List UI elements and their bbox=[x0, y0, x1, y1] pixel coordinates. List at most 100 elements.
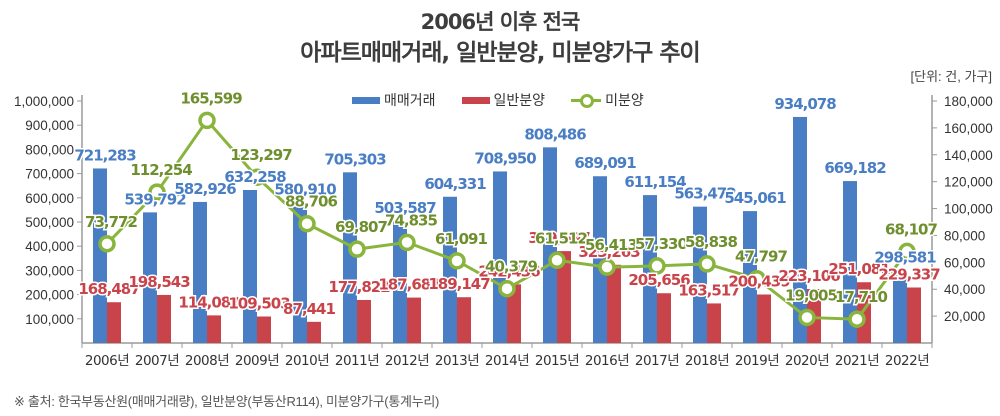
data-label-presale: 198,543 bbox=[128, 273, 190, 291]
point-unsold bbox=[898, 242, 916, 261]
data-label-presale: 189,147 bbox=[428, 275, 490, 293]
point-unsold bbox=[498, 279, 516, 298]
x-axis-tick-label: 2021년 bbox=[835, 353, 879, 369]
bar-sales bbox=[693, 206, 707, 343]
left-axis-tick-label: 1,000,000 bbox=[14, 94, 74, 109]
x-axis-tick-label: 2008년 bbox=[185, 353, 229, 369]
x-axis-tick-label: 2015년 bbox=[535, 353, 579, 369]
data-label-unsold: 40,379 bbox=[485, 258, 537, 276]
data-label-presale: 109,503 bbox=[228, 295, 290, 313]
legend-item-sales: 매매거래 bbox=[352, 90, 436, 110]
bar-presale bbox=[257, 316, 271, 343]
right-axis-tick-label: 80,000 bbox=[944, 228, 985, 243]
bar-presale bbox=[607, 264, 621, 343]
x-axis-tick-label: 2006년 bbox=[85, 353, 129, 369]
point-unsold bbox=[648, 257, 666, 275]
data-label-unsold: 123,297 bbox=[230, 146, 292, 164]
data-label-sales: 808,486 bbox=[524, 125, 586, 143]
bar-sales bbox=[893, 270, 907, 343]
data-label-presale: 379,697 bbox=[528, 229, 590, 247]
data-label-unsold: 61,091 bbox=[435, 230, 487, 248]
bar-sales bbox=[593, 176, 607, 343]
unit-label: [단위: 건, 가구] bbox=[910, 69, 992, 84]
bar-presale bbox=[307, 321, 321, 343]
point-unsold bbox=[548, 251, 566, 270]
bar-presale bbox=[657, 293, 671, 343]
chart-title-line1: 2006년 이후 전국 bbox=[420, 10, 581, 34]
x-axis-tick-label: 2011년 bbox=[335, 353, 379, 369]
bar-presale bbox=[207, 315, 221, 343]
data-label-unsold: 112,254 bbox=[130, 161, 192, 179]
x-axis-tick-label: 2007년 bbox=[135, 353, 179, 369]
data-label-unsold: 69,807 bbox=[335, 218, 387, 236]
x-axis-tick-label: 2017년 bbox=[635, 353, 679, 369]
data-label-unsold: 17,710 bbox=[835, 288, 887, 306]
bar-sales bbox=[193, 201, 207, 343]
bar-presale bbox=[757, 294, 771, 343]
bar-presale bbox=[557, 251, 571, 343]
left-axis-tick-label: 800,000 bbox=[25, 142, 74, 157]
data-label-unsold: 56,413 bbox=[585, 236, 637, 254]
bar-sales bbox=[143, 212, 157, 343]
data-label-presale: 177,822 bbox=[328, 278, 390, 296]
data-label-presale: 323,263 bbox=[578, 243, 640, 261]
left-axis-tick-label: 300,000 bbox=[25, 263, 74, 278]
point-unsold bbox=[298, 214, 316, 233]
bar-sales bbox=[543, 147, 557, 343]
data-label-presale: 187,683 bbox=[378, 276, 440, 294]
bar-presale bbox=[707, 303, 721, 343]
point-unsold bbox=[98, 235, 116, 253]
data-label-sales: 563,472 bbox=[674, 185, 736, 203]
point-unsold bbox=[748, 269, 766, 288]
right-axis-tick-label: 180,000 bbox=[944, 94, 993, 109]
legend-swatch-presale bbox=[461, 96, 490, 104]
left-axis-tick-label: 500,000 bbox=[25, 215, 74, 230]
bar-sales bbox=[243, 189, 257, 343]
legend-label-presale: 일반분양 bbox=[493, 92, 546, 108]
bar-sales bbox=[793, 116, 807, 343]
data-label-sales: 298,581 bbox=[874, 249, 936, 267]
bar-presale bbox=[357, 299, 371, 343]
x-axis-tick-label: 2010년 bbox=[285, 353, 329, 369]
bar-presale bbox=[457, 297, 471, 343]
data-label-presale: 205,656 bbox=[628, 271, 690, 289]
data-label-presale: 168,487 bbox=[78, 280, 140, 298]
data-label-presale: 251,081 bbox=[828, 260, 890, 278]
right-axis-tick-label: 120,000 bbox=[944, 175, 993, 190]
right-axis-tick-label: 140,000 bbox=[944, 148, 993, 163]
data-label-sales: 721,283 bbox=[74, 146, 136, 164]
bar-presale bbox=[107, 302, 121, 343]
data-label-presale: 242,436 bbox=[478, 262, 540, 280]
point-unsold bbox=[198, 111, 216, 130]
left-axis-tick-label: 900,000 bbox=[25, 118, 74, 133]
bar-sales bbox=[93, 168, 107, 343]
bar-sales bbox=[293, 202, 307, 343]
x-axis-tick-label: 2009년 bbox=[235, 353, 279, 369]
x-axis-tick-label: 2013년 bbox=[435, 353, 479, 369]
data-label-presale: 200,439 bbox=[728, 272, 790, 290]
data-label-unsold: 74,835 bbox=[385, 211, 437, 229]
right-axis-tick-label: 20,000 bbox=[944, 309, 985, 324]
point-unsold bbox=[398, 233, 416, 252]
bar-sales bbox=[493, 171, 507, 343]
data-label-presale: 229,337 bbox=[878, 266, 940, 284]
right-axis-tick-label: 40,000 bbox=[944, 282, 985, 297]
legend: 매매거래 일반분양 미분양 bbox=[352, 90, 644, 110]
x-axis-tick-label: 2016년 bbox=[585, 353, 629, 369]
point-unsold bbox=[798, 308, 816, 327]
bar-presale bbox=[507, 284, 521, 343]
bar-presale bbox=[157, 294, 171, 343]
x-axis-tick-label: 2022년 bbox=[885, 353, 929, 369]
point-unsold bbox=[348, 240, 366, 258]
data-label-sales: 632,258 bbox=[224, 168, 286, 186]
x-axis-tick-label: 2019년 bbox=[735, 353, 779, 369]
x-axis-tick-label: 2014년 bbox=[485, 353, 529, 369]
data-label-sales: 669,182 bbox=[824, 159, 886, 177]
data-label-unsold: 88,706 bbox=[285, 193, 337, 211]
data-label-sales: 708,950 bbox=[474, 149, 536, 167]
left-axis-tick-label: 600,000 bbox=[25, 191, 74, 206]
right-axis-tick-label: 60,000 bbox=[944, 255, 985, 270]
legend-item-unsold: 미분양 bbox=[571, 90, 644, 110]
x-axis-tick-label: 2020년 bbox=[785, 353, 829, 369]
